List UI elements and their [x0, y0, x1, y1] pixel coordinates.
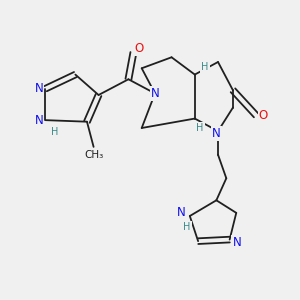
Text: N: N: [177, 206, 186, 219]
Text: O: O: [259, 109, 268, 122]
Text: CH₃: CH₃: [84, 150, 103, 160]
Text: H: H: [201, 62, 208, 72]
Text: H: H: [184, 222, 191, 232]
Text: N: N: [34, 114, 43, 127]
Text: N: N: [34, 82, 43, 95]
Text: O: O: [135, 42, 144, 55]
Text: N: N: [151, 87, 159, 100]
Text: H: H: [51, 127, 59, 137]
Text: N: N: [232, 236, 241, 249]
Text: H: H: [196, 123, 203, 133]
Text: N: N: [212, 127, 221, 140]
